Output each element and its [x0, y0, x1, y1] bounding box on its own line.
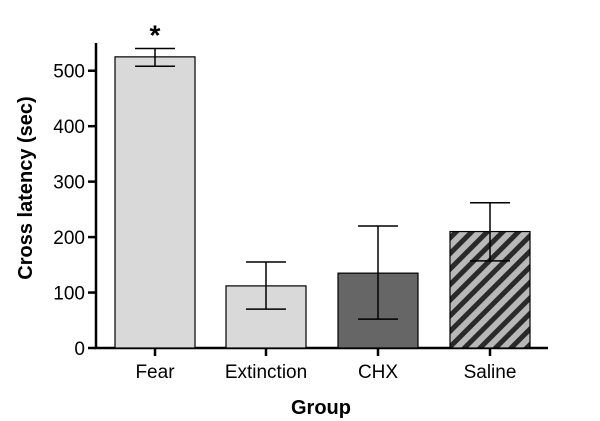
x-tick-label: CHX	[358, 362, 398, 383]
annotations: *	[150, 20, 161, 51]
x-tick-label: Saline	[464, 362, 517, 383]
y-tick-label: 0	[74, 339, 85, 360]
y-tick-label: 400	[53, 117, 85, 138]
y-axis: 0 100 200 300 400 500	[53, 43, 98, 360]
bars	[114, 56, 531, 349]
significance-marker: *	[150, 20, 161, 51]
x-axis: Fear Extinction CHX Saline	[95, 346, 548, 383]
x-axis-title: Group	[291, 397, 351, 419]
x-tick-label: Fear	[135, 362, 175, 383]
y-tick-label: 200	[53, 228, 85, 249]
error-bars	[135, 47, 510, 320]
x-tick-label: Extinction	[225, 362, 307, 383]
y-tick-label: 100	[53, 284, 85, 305]
bar-fear	[114, 56, 196, 349]
y-tick-label: 300	[53, 173, 85, 194]
y-tick-label: 500	[53, 62, 85, 83]
y-axis-title: Cross latency (sec)	[15, 96, 37, 279]
